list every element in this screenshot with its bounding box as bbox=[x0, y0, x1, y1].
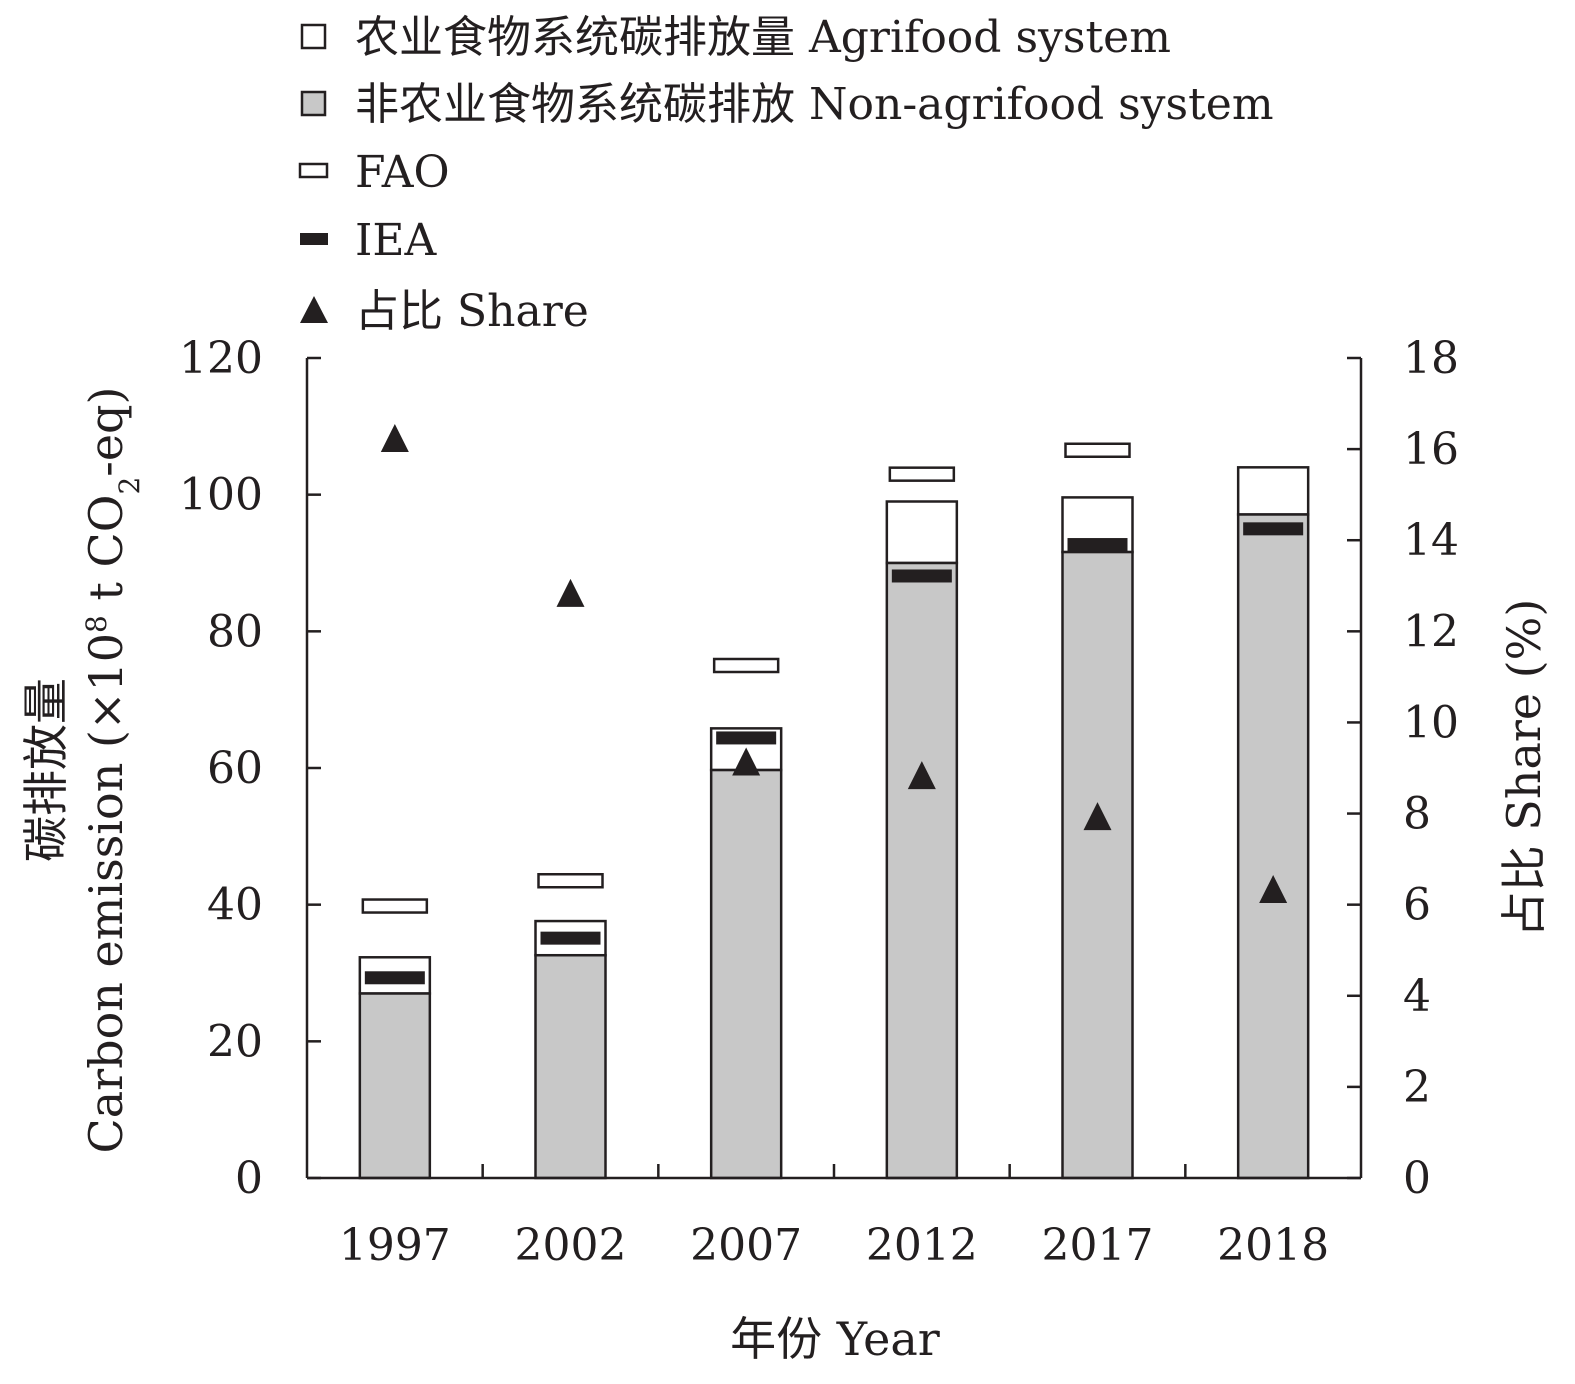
bar-non-agrifood-2018 bbox=[1236, 513, 1310, 1180]
y-tick-label-right-8: 8 bbox=[1403, 789, 1431, 840]
y-axis-title-en-pre: Carbon emission (×10 bbox=[79, 633, 133, 1153]
legend-item-non-agrifood: 非农业食物系统碳排放 Non-agrifood system bbox=[300, 79, 1274, 130]
y-tick-label-left-20: 20 bbox=[207, 1016, 263, 1067]
y-tick-label-left-60: 60 bbox=[207, 743, 263, 794]
y-tick-label-right-0: 0 bbox=[1403, 1153, 1431, 1204]
y-tick-label-right-18: 18 bbox=[1403, 333, 1459, 384]
x-tick-label-2012: 2012 bbox=[866, 1220, 978, 1271]
bar-non-agrifood-2007 bbox=[709, 768, 783, 1180]
y-tick-label-right-12: 12 bbox=[1403, 606, 1459, 657]
y-tick-label-left-80: 80 bbox=[207, 606, 263, 657]
bar-non-agrifood-2012 bbox=[885, 561, 959, 1180]
marker-share-2012 bbox=[907, 761, 936, 790]
legend-item-agrifood: 农业食物系统碳排放量 Agrifood system bbox=[300, 12, 1171, 63]
y-axis-title-en: Carbon emission (×108 t CO2-eq) bbox=[79, 387, 146, 1154]
y-axis-title-right: 占比 Share (%) bbox=[1497, 599, 1551, 938]
legend-item-fao: FAO bbox=[298, 147, 450, 198]
legend-marker-share bbox=[300, 296, 328, 323]
marker-fao-2007 bbox=[712, 657, 780, 674]
y-tick-label-left-120: 120 bbox=[179, 333, 263, 384]
marker-share-2007 bbox=[732, 747, 761, 776]
x-tick-label-1997: 1997 bbox=[339, 1220, 451, 1271]
y-tick-label-left-0: 0 bbox=[235, 1153, 263, 1204]
y-tick-label-right-16: 16 bbox=[1403, 424, 1459, 475]
x-tick-label-2007: 2007 bbox=[690, 1220, 802, 1271]
y-tick-label-right-2: 2 bbox=[1403, 1062, 1431, 1113]
legend-swatch-fao bbox=[298, 162, 329, 179]
marker-fao-2012 bbox=[888, 466, 956, 482]
y-tick-label-right-10: 10 bbox=[1403, 697, 1459, 748]
legend-label-iea: IEA bbox=[355, 215, 438, 266]
y-axis-title-en-sup: 8 bbox=[80, 615, 113, 633]
y-axis-title-en-mid: t CO bbox=[79, 495, 133, 616]
markers-layer bbox=[361, 424, 1304, 985]
marker-iea-1997 bbox=[364, 971, 425, 985]
legend-item-iea: IEA bbox=[300, 215, 438, 266]
legend-label-agrifood: 农业食物系统碳排放量 Agrifood system bbox=[355, 12, 1171, 63]
marker-iea-2012 bbox=[891, 569, 952, 583]
bar-agrifood-2018 bbox=[1236, 466, 1310, 516]
y-tick-label-right-4: 4 bbox=[1403, 971, 1431, 1022]
marker-iea-2007 bbox=[716, 731, 777, 745]
y-tick-label-left-40: 40 bbox=[207, 880, 263, 931]
legend-item-share: 占比 Share bbox=[300, 286, 589, 337]
y-tick-label-left-100: 100 bbox=[179, 470, 263, 521]
y-tick-label-right-14: 14 bbox=[1403, 515, 1459, 566]
y-axis-title-en-sub: 2 bbox=[113, 477, 146, 495]
marker-iea-2017 bbox=[1067, 538, 1128, 552]
marker-share-2017 bbox=[1083, 802, 1112, 831]
marker-share-2002 bbox=[556, 578, 585, 607]
bar-agrifood-2012 bbox=[885, 500, 959, 565]
legend-label-share: 占比 Share bbox=[355, 286, 589, 337]
x-tick-label-2017: 2017 bbox=[1042, 1220, 1154, 1271]
marker-fao-1997 bbox=[361, 898, 429, 914]
legend-swatch-non-agrifood bbox=[300, 90, 327, 117]
y-axis-title-en-post: -eq) bbox=[79, 387, 133, 477]
x-axis-title: 年份 Year bbox=[730, 1312, 940, 1366]
x-tick-label-2002: 2002 bbox=[515, 1220, 627, 1271]
marker-share-1997 bbox=[380, 424, 409, 452]
bar-non-agrifood-2002 bbox=[534, 953, 607, 1180]
axes-layer: 1997 2002 2007 2012 2017 2018 0 20 40 60 80 100 120 0… bbox=[179, 333, 1459, 1271]
bars-layer bbox=[358, 466, 1310, 1180]
legend-label-fao: FAO bbox=[355, 147, 450, 198]
marker-iea-2018 bbox=[1243, 522, 1304, 536]
x-tick-label-2018: 2018 bbox=[1217, 1220, 1329, 1271]
marker-share-2018 bbox=[1259, 875, 1288, 903]
bar-non-agrifood-2017 bbox=[1061, 550, 1134, 1180]
marker-fao-2002 bbox=[537, 873, 604, 889]
y-axis-title-left: 碳排放量 Carbon emission (×108 t CO2-eq) bbox=[19, 387, 146, 1154]
legend-swatch-iea bbox=[300, 233, 328, 245]
marker-fao-2017 bbox=[1064, 442, 1131, 458]
bar-non-agrifood-1997 bbox=[358, 992, 432, 1180]
y-axis-title-cn: 碳排放量 bbox=[19, 678, 73, 862]
marker-iea-2002 bbox=[540, 931, 601, 945]
y-tick-label-right-6: 6 bbox=[1403, 880, 1431, 931]
legend: 农业食物系统碳排放量 Agrifood system 非农业食物系统碳排放 No… bbox=[298, 12, 1274, 337]
legend-label-non-agrifood: 非农业食物系统碳排放 Non-agrifood system bbox=[355, 79, 1274, 130]
legend-swatch-agrifood bbox=[300, 23, 327, 50]
